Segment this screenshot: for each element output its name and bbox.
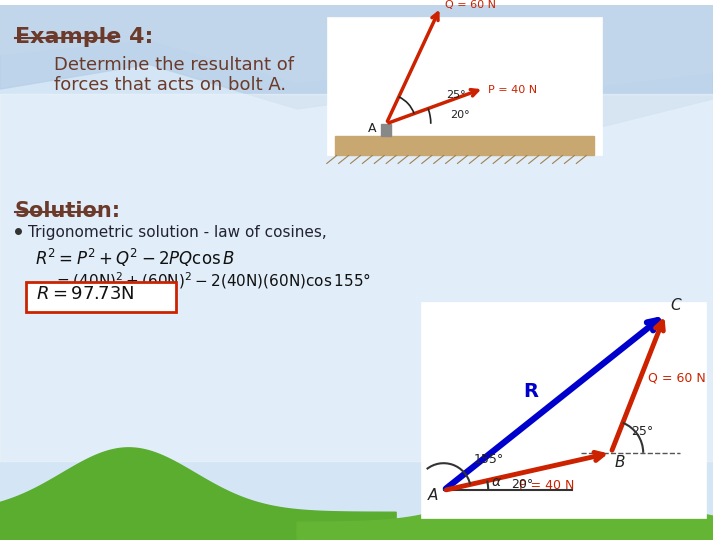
Text: A: A [428,488,438,503]
Text: forces that acts on bolt A.: forces that acts on bolt A. [55,76,287,94]
Text: Q = 60 N: Q = 60 N [648,372,706,384]
FancyBboxPatch shape [26,282,176,312]
Text: Example 4:: Example 4: [15,26,153,46]
Text: Q = 60 N: Q = 60 N [444,0,495,10]
Text: C: C [670,298,681,313]
Text: R: R [523,382,538,401]
Bar [327,17,602,156]
Bar [421,302,706,518]
Polygon shape [0,5,713,86]
Text: Determine the resultant of: Determine the resultant of [55,56,294,75]
Text: 20°: 20° [511,478,534,491]
Polygon shape [297,465,713,540]
Text: Solution:: Solution: [15,201,121,221]
Polygon shape [0,448,396,540]
Text: 25°: 25° [446,90,465,100]
Text: B: B [615,455,626,470]
Polygon shape [0,5,713,129]
Bar [0,94,713,461]
Text: $R^2 = P^2 + Q^2 - 2PQ\cos B$: $R^2 = P^2 + Q^2 - 2PQ\cos B$ [35,247,235,269]
Text: P = 40 N: P = 40 N [519,480,575,492]
Text: $= (40\mathrm{N})^2 + (60\mathrm{N})^2 - 2(40\mathrm{N})(60\mathrm{N})\cos 155°$: $= (40\mathrm{N})^2 + (60\mathrm{N})^2 -… [55,271,372,291]
Text: A: A [369,122,377,134]
Text: $\alpha$: $\alpha$ [491,476,502,489]
Bar [382,124,391,136]
Text: 155°: 155° [473,453,503,465]
Text: Trigonometric solution - law of cosines,: Trigonometric solution - law of cosines, [28,225,326,240]
Text: 25°: 25° [631,425,653,438]
Text: $\mathit{R} = 97.73\mathrm{N}$: $\mathit{R} = 97.73\mathrm{N}$ [36,285,134,303]
Text: P = 40 N: P = 40 N [488,85,537,95]
Text: 20°: 20° [451,110,470,120]
Bar [335,136,594,156]
